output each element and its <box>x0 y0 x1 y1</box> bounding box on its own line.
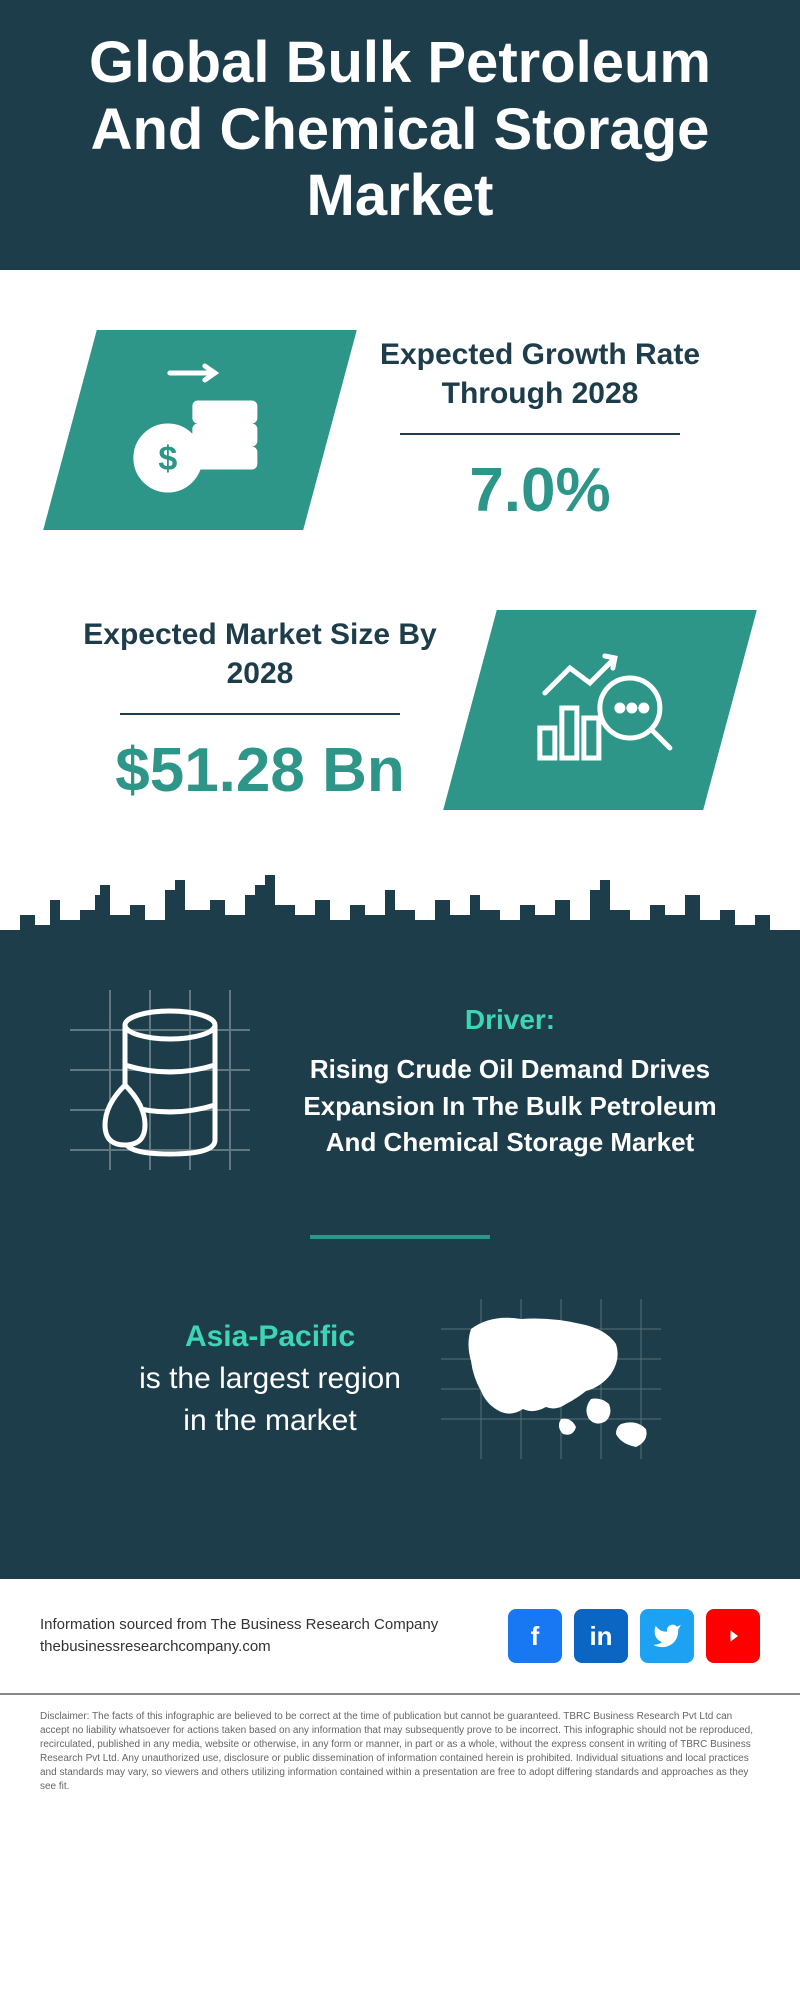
divider <box>400 433 680 435</box>
driver-label: Driver: <box>290 1004 730 1036</box>
svg-text:$: $ <box>159 440 178 478</box>
barrel-icon-box <box>70 990 250 1175</box>
twitter-icon[interactable] <box>640 1609 694 1663</box>
header-banner: Global Bulk Petroleum And Chemical Stora… <box>0 0 800 270</box>
market-size-value: $51.28 Bn <box>70 735 450 806</box>
linkedin-icon[interactable]: in <box>574 1609 628 1663</box>
skyline-silhouette <box>0 870 800 950</box>
chart-magnify-icon <box>520 638 680 778</box>
youtube-icon[interactable] <box>706 1609 760 1663</box>
driver-text-block: Driver: Rising Crude Oil Demand Drives E… <box>290 1004 730 1160</box>
growth-rate-text: Expected Growth Rate Through 2028 7.0% <box>350 335 730 526</box>
region-text: Asia-Pacific is the largest region in th… <box>139 1316 401 1442</box>
market-size-text: Expected Market Size By 2028 $51.28 Bn <box>70 615 450 806</box>
social-icons: f in <box>508 1609 760 1663</box>
region-line1: is the largest region <box>139 1358 401 1400</box>
growth-rate-value: 7.0% <box>350 455 730 526</box>
disclaimer: Disclaimer: The facts of this infographi… <box>0 1693 800 1809</box>
region-row: Asia-Pacific is the largest region in th… <box>50 1299 750 1499</box>
money-growth-icon: $ <box>120 358 280 498</box>
facebook-icon[interactable]: f <box>508 1609 562 1663</box>
footer-attribution: Information sourced from The Business Re… <box>40 1614 438 1659</box>
page-title: Global Bulk Petroleum And Chemical Stora… <box>40 30 760 230</box>
oil-barrel-icon <box>70 990 250 1170</box>
teal-divider <box>310 1235 490 1239</box>
growth-rate-section: $ Expected Growth Rate Through 2028 7.0% <box>0 270 800 570</box>
asia-map-box <box>441 1299 661 1459</box>
footer-line2: thebusinessresearchcompany.com <box>40 1636 438 1659</box>
market-size-label: Expected Market Size By 2028 <box>70 615 450 693</box>
driver-row: Driver: Rising Crude Oil Demand Drives E… <box>50 950 750 1235</box>
footer-line1: Information sourced from The Business Re… <box>40 1614 438 1637</box>
analysis-icon-box <box>443 610 757 810</box>
dark-info-section: Driver: Rising Crude Oil Demand Drives E… <box>0 950 800 1579</box>
region-highlight: Asia-Pacific <box>139 1316 401 1358</box>
growth-icon-box: $ <box>43 330 357 530</box>
divider <box>120 713 400 715</box>
market-size-section: Expected Market Size By 2028 $51.28 Bn <box>0 570 800 870</box>
asia-pacific-map-icon <box>441 1299 661 1459</box>
footer: Information sourced from The Business Re… <box>0 1579 800 1693</box>
region-line2: in the market <box>139 1400 401 1442</box>
growth-rate-label: Expected Growth Rate Through 2028 <box>350 335 730 413</box>
driver-body: Rising Crude Oil Demand Drives Expansion… <box>290 1051 730 1160</box>
